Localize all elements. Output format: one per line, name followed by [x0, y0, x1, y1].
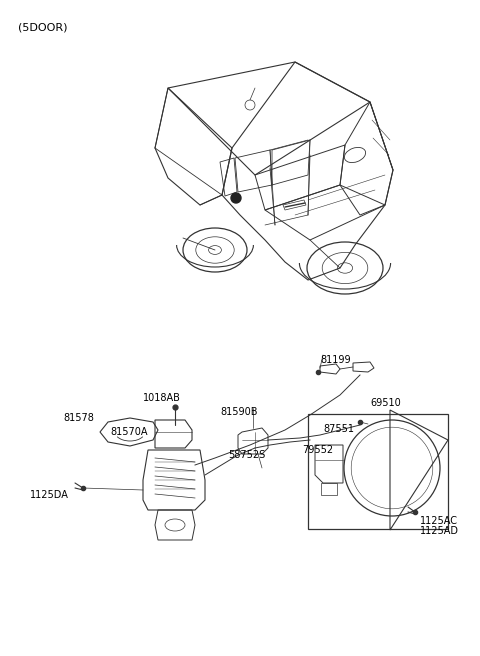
Text: 69510: 69510 [370, 398, 401, 408]
Text: 81590B: 81590B [220, 407, 257, 417]
Text: 58752S: 58752S [228, 450, 265, 460]
Text: 1125DA: 1125DA [30, 490, 69, 500]
Text: 81570A: 81570A [110, 427, 147, 437]
Text: 79552: 79552 [302, 445, 333, 455]
Bar [308, 414, 448, 529]
Text: 1125AC: 1125AC [420, 516, 458, 526]
Text: (5DOOR): (5DOOR) [18, 22, 68, 32]
Text: 1125AD: 1125AD [420, 526, 459, 536]
Text: 81578: 81578 [63, 413, 94, 423]
Circle shape [231, 193, 241, 203]
Text: 81199: 81199 [320, 355, 350, 365]
Text: 1018AB: 1018AB [143, 393, 181, 403]
Text: 87551: 87551 [323, 424, 354, 434]
